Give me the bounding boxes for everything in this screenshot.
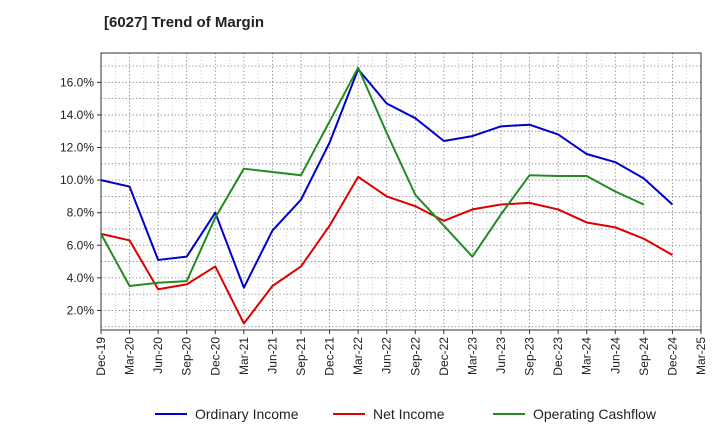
- x-tick-label: Jun-22: [380, 337, 394, 374]
- legend-label: Ordinary Income: [195, 406, 299, 422]
- x-tick-label: Sep-23: [523, 337, 537, 376]
- x-tick-label: Mar-23: [465, 337, 479, 375]
- x-tick-label: Mar-25: [694, 337, 708, 375]
- y-tick-label: 12.0%: [60, 141, 94, 155]
- x-tick-label: Dec-20: [208, 337, 222, 376]
- x-tick-label: Dec-19: [94, 337, 108, 376]
- x-tick-label: Sep-24: [637, 337, 651, 376]
- x-tick-label: Mar-22: [351, 337, 365, 375]
- x-tick-label: Jun-24: [608, 337, 622, 374]
- x-tick-label: Sep-22: [408, 337, 422, 376]
- y-tick-label: 6.0%: [67, 238, 95, 252]
- y-tick-label: 2.0%: [67, 303, 95, 317]
- x-tick-label: Mar-21: [237, 337, 251, 375]
- legend-label: Net Income: [373, 406, 445, 422]
- y-tick-label: 14.0%: [60, 108, 94, 122]
- y-tick-label: 10.0%: [60, 173, 94, 187]
- x-tick-label: Dec-23: [551, 337, 565, 376]
- x-tick-label: Dec-21: [323, 337, 337, 376]
- y-tick-label: 4.0%: [67, 271, 95, 285]
- plot-area: [100, 52, 702, 331]
- x-tick-label: Sep-21: [294, 337, 308, 376]
- x-tick-label: Dec-24: [665, 337, 679, 376]
- x-tick-label: Sep-20: [180, 337, 194, 376]
- series-line-0: [100, 68, 674, 289]
- x-tick-label: Jun-23: [494, 337, 508, 374]
- series-line-1: [100, 175, 673, 325]
- x-tick-label: Dec-22: [437, 337, 451, 376]
- y-tick-label: 8.0%: [67, 206, 95, 220]
- chart-title: [6027] Trend of Margin: [104, 14, 265, 31]
- x-tick-label: Mar-20: [123, 337, 137, 375]
- x-tick-label: Mar-24: [580, 337, 594, 375]
- y-tick-label: 16.0%: [60, 75, 94, 89]
- x-tick-label: Jun-20: [151, 337, 165, 374]
- x-tick-label: Jun-21: [265, 337, 279, 374]
- series-line-2: [100, 66, 645, 288]
- legend-label: Operating Cashflow: [533, 406, 657, 422]
